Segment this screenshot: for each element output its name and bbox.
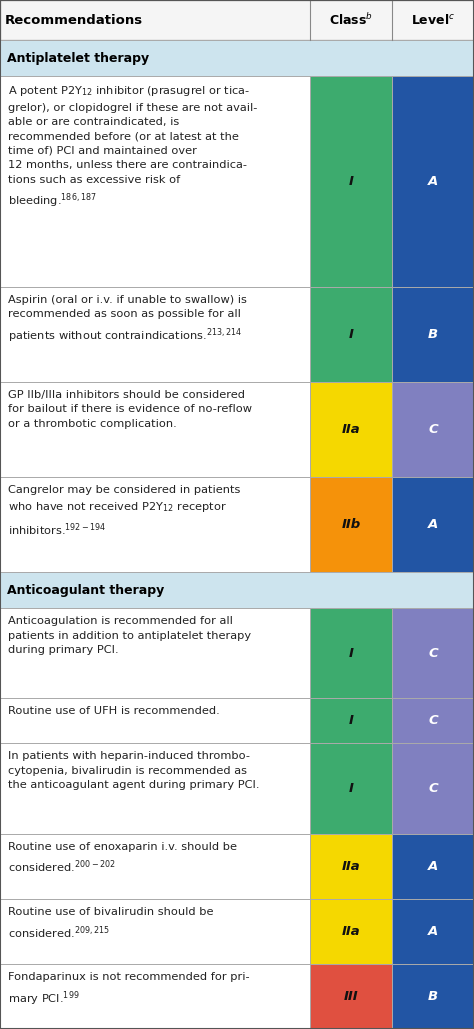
Bar bbox=[310, 286, 392, 382]
Text: Anticoagulation is recommended for all
patients in addition to antiplatelet ther: Anticoagulation is recommended for all p… bbox=[8, 616, 251, 655]
Text: A: A bbox=[428, 925, 438, 937]
Text: B: B bbox=[428, 990, 438, 1003]
Bar bbox=[392, 76, 474, 286]
Bar bbox=[310, 76, 392, 286]
Text: I: I bbox=[349, 782, 354, 795]
Text: C: C bbox=[428, 782, 438, 795]
Text: Level$^c$: Level$^c$ bbox=[411, 13, 456, 27]
Bar bbox=[0, 898, 310, 964]
Text: I: I bbox=[349, 327, 354, 341]
Bar bbox=[0, 743, 310, 833]
Text: GP IIb/IIIa inhibitors should be considered
for bailout if there is evidence of : GP IIb/IIIa inhibitors should be conside… bbox=[8, 390, 252, 428]
Text: C: C bbox=[428, 714, 438, 728]
Text: Routine use of bivalirudin should be
considered.$^{209,215}$: Routine use of bivalirudin should be con… bbox=[8, 907, 213, 941]
Text: A: A bbox=[428, 175, 438, 188]
Text: IIa: IIa bbox=[342, 925, 361, 937]
Bar bbox=[310, 699, 392, 743]
Text: A: A bbox=[428, 518, 438, 531]
Bar bbox=[310, 476, 392, 572]
Bar bbox=[0, 0, 474, 40]
Bar bbox=[0, 964, 310, 1029]
Bar bbox=[392, 699, 474, 743]
Text: Aspirin (oral or i.v. if unable to swallow) is
recommended as soon as possible f: Aspirin (oral or i.v. if unable to swall… bbox=[8, 294, 247, 345]
Bar bbox=[0, 40, 474, 76]
Text: Anticoagulant therapy: Anticoagulant therapy bbox=[7, 583, 164, 597]
Text: IIa: IIa bbox=[342, 859, 361, 873]
Bar bbox=[0, 699, 310, 743]
Text: I: I bbox=[349, 175, 354, 188]
Bar bbox=[0, 286, 310, 382]
Bar bbox=[0, 572, 474, 608]
Text: Routine use of enoxaparin i.v. should be
considered.$^{200-202}$: Routine use of enoxaparin i.v. should be… bbox=[8, 842, 237, 876]
Bar bbox=[310, 382, 392, 476]
Bar bbox=[392, 476, 474, 572]
Text: IIb: IIb bbox=[342, 518, 361, 531]
Text: A: A bbox=[428, 859, 438, 873]
Text: In patients with heparin-induced thrombo-
cytopenia, bivalirudin is recommended : In patients with heparin-induced thrombo… bbox=[8, 751, 259, 790]
Bar bbox=[0, 833, 310, 898]
Text: I: I bbox=[349, 647, 354, 660]
Text: C: C bbox=[428, 423, 438, 436]
Bar bbox=[392, 898, 474, 964]
Text: Routine use of UFH is recommended.: Routine use of UFH is recommended. bbox=[8, 706, 220, 716]
Bar bbox=[392, 833, 474, 898]
Text: Class$^b$: Class$^b$ bbox=[329, 12, 374, 28]
Bar bbox=[310, 898, 392, 964]
Bar bbox=[310, 608, 392, 699]
Bar bbox=[392, 608, 474, 699]
Text: A potent P2Y$_{12}$ inhibitor (prasugrel or tica-
grelor), or clopidogrel if the: A potent P2Y$_{12}$ inhibitor (prasugrel… bbox=[8, 84, 257, 210]
Bar bbox=[310, 833, 392, 898]
Bar bbox=[392, 286, 474, 382]
Text: Antiplatelet therapy: Antiplatelet therapy bbox=[7, 51, 149, 65]
Text: Fondaparinux is not recommended for pri-
mary PCI.$^{199}$: Fondaparinux is not recommended for pri-… bbox=[8, 971, 250, 1007]
Text: Cangrelor may be considered in patients
who have not received P2Y$_{12}$ recepto: Cangrelor may be considered in patients … bbox=[8, 485, 240, 538]
Bar bbox=[0, 76, 310, 286]
Text: IIa: IIa bbox=[342, 423, 361, 436]
Text: Recommendations: Recommendations bbox=[5, 13, 143, 27]
Bar bbox=[392, 382, 474, 476]
Bar bbox=[392, 743, 474, 833]
Text: I: I bbox=[349, 714, 354, 728]
Bar bbox=[0, 382, 310, 476]
Text: C: C bbox=[428, 647, 438, 660]
Bar bbox=[310, 964, 392, 1029]
Text: III: III bbox=[344, 990, 359, 1003]
Bar bbox=[392, 964, 474, 1029]
Bar bbox=[310, 743, 392, 833]
Text: B: B bbox=[428, 327, 438, 341]
Bar bbox=[0, 476, 310, 572]
Bar bbox=[0, 608, 310, 699]
